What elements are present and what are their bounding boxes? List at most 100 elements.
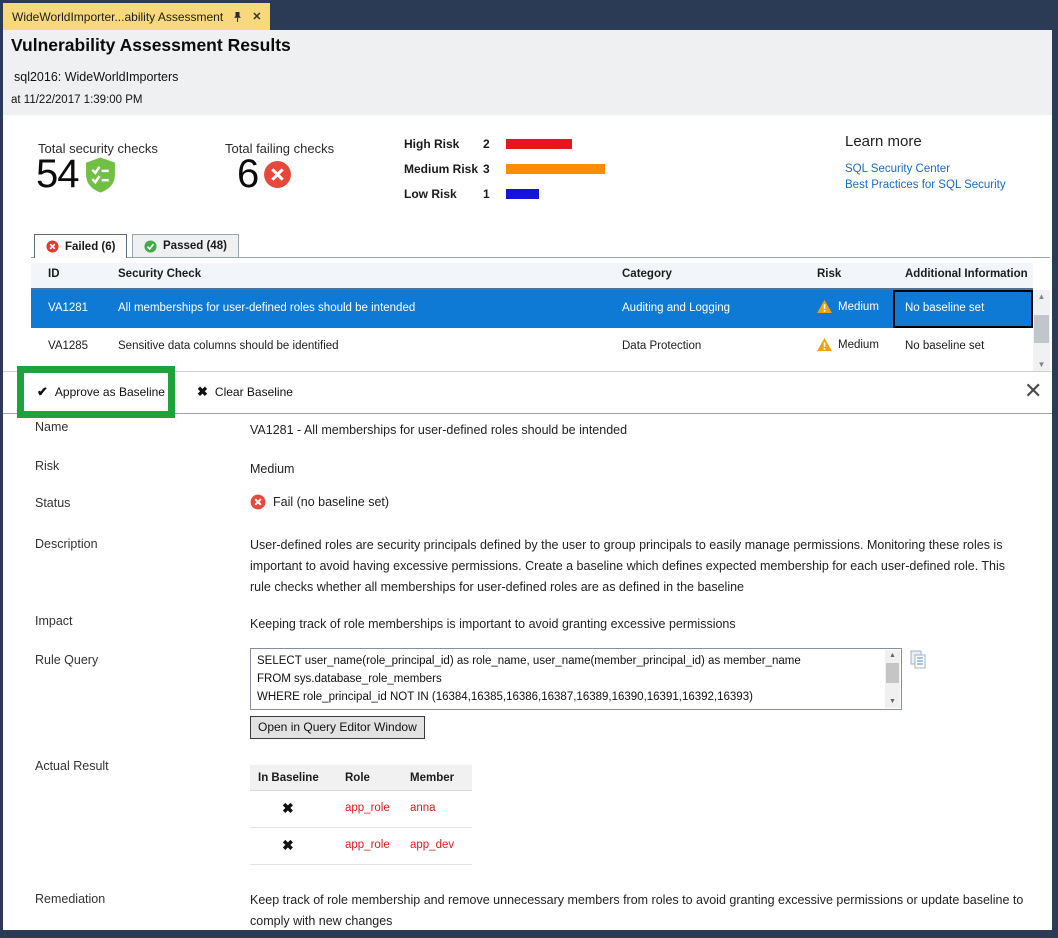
pin-icon[interactable]	[232, 11, 243, 23]
risk-low-bar	[506, 189, 539, 199]
description-value: User-defined roles are security principa…	[250, 538, 1006, 594]
cell-additional-info: No baseline set	[905, 302, 985, 314]
header-band: Vulnerability Assessment Results sql2016…	[3, 30, 1052, 115]
open-query-editor-button[interactable]: Open in Query Editor Window	[250, 716, 425, 739]
scroll-down-icon[interactable]: ▼	[889, 698, 896, 705]
cell-risk: Medium	[817, 300, 879, 313]
name-label: Name	[35, 420, 69, 434]
risk-label: Risk	[35, 459, 60, 473]
risk-low-label: Low Risk	[404, 187, 457, 201]
status-fail-icon	[250, 494, 266, 510]
role-value: app_role	[345, 839, 390, 851]
risk-row-high: High Risk 2	[404, 136, 572, 152]
failing-checks-label: Total failing checks	[225, 141, 335, 156]
query-scrollbar[interactable]: ▲ ▼	[885, 650, 900, 708]
page-title: Vulnerability Assessment Results	[11, 35, 291, 55]
risk-row-low: Low Risk 1	[404, 186, 539, 202]
risk-high-count: 2	[483, 137, 490, 151]
learn-more-title: Learn more	[845, 133, 922, 150]
col-additional-info[interactable]: Additional Information	[905, 268, 1028, 280]
rule-query-text: SELECT user_name(role_principal_id) as r…	[257, 655, 801, 703]
risk-medium-count: 3	[483, 162, 490, 176]
tab-failed-label: Failed (6)	[65, 240, 116, 253]
scrollbar-thumb[interactable]	[1034, 315, 1049, 343]
check-icon: ✔	[37, 384, 48, 399]
close-detail-icon[interactable]: ✕	[1024, 378, 1043, 403]
description-label: Description	[35, 537, 98, 551]
risk-high-label: High Risk	[404, 137, 460, 151]
scroll-up-icon[interactable]: ▲	[1037, 292, 1046, 301]
warning-triangle-icon	[817, 300, 832, 313]
results-grid-header	[31, 263, 1033, 288]
results-panel: Vulnerability Assessment Results sql2016…	[3, 30, 1052, 930]
tab-passed-label: Passed (48)	[163, 240, 227, 252]
status-label: Status	[35, 496, 71, 510]
col-category[interactable]: Category	[622, 268, 672, 280]
approve-as-baseline-button[interactable]: ✔ Approve as Baseline	[37, 384, 165, 400]
cell-id: VA1281	[48, 302, 89, 314]
copy-icon[interactable]	[909, 650, 927, 670]
link-best-practices[interactable]: Best Practices for SQL Security	[845, 179, 1006, 191]
focused-cell-border	[893, 290, 1033, 328]
table-row-va1281[interactable]: VA1281 All memberships for user-defined …	[31, 290, 1033, 328]
role-value: app_role	[345, 802, 390, 814]
scrollbar-thumb[interactable]	[886, 663, 899, 683]
rule-query-label: Rule Query	[35, 653, 99, 667]
result-header-row: In Baseline Role Member	[250, 765, 472, 791]
scan-timestamp: at 11/22/2017 1:39:00 PM	[11, 94, 143, 106]
status-value: Fail (no baseline set)	[273, 495, 390, 509]
cell-category: Data Protection	[622, 340, 702, 352]
status-value-row: Fail (no baseline set)	[250, 494, 389, 510]
risk-medium-label: Medium Risk	[404, 162, 479, 176]
impact-value: Keeping track of role memberships is imp…	[250, 617, 736, 631]
cell-check: Sensitive data columns should be identif…	[118, 340, 339, 352]
risk-medium-bar	[506, 164, 605, 174]
col-id[interactable]: ID	[48, 268, 60, 280]
actual-result-table: In Baseline Role Member ✖ app_role anna …	[250, 765, 472, 865]
risk-value: Medium	[250, 462, 295, 476]
clear-label: Clear Baseline	[214, 385, 293, 399]
table-row-va1285[interactable]: VA1285 Sensitive data columns should be …	[31, 328, 1033, 366]
tab-strip-divider	[31, 257, 1050, 258]
result-row: ✖ app_role anna	[250, 791, 472, 828]
col-member: Member	[410, 772, 455, 784]
col-security-check[interactable]: Security Check	[118, 268, 202, 280]
col-risk[interactable]: Risk	[817, 268, 842, 280]
detail-toolbar: ✔ Approve as Baseline ✖ Clear Baseline ✕	[3, 371, 1052, 414]
failing-checks-value: 6	[237, 152, 259, 196]
cell-id: VA1285	[48, 340, 89, 352]
result-row: ✖ app_role app_dev	[250, 828, 472, 865]
tab-passed[interactable]: Passed (48)	[132, 234, 239, 258]
grid-scrollbar[interactable]: ▲ ▼	[1033, 290, 1050, 372]
cross-icon: ✖	[197, 384, 208, 399]
impact-label: Impact	[35, 614, 73, 628]
passed-tab-icon	[144, 239, 157, 253]
total-checks-value-row: 54	[36, 152, 117, 197]
scroll-up-icon[interactable]: ▲	[889, 652, 896, 659]
cell-check: All memberships for user-defined roles s…	[118, 302, 416, 314]
cell-additional-info: No baseline set	[905, 340, 985, 352]
cell-risk: Medium	[817, 338, 879, 351]
clear-baseline-button[interactable]: ✖ Clear Baseline	[197, 384, 293, 400]
document-tab-title: WideWorldImporter...ability Assessment	[12, 9, 224, 24]
remediation-value: Keep track of role membership and remove…	[250, 893, 1024, 928]
close-tab-icon[interactable]: ✕	[252, 11, 262, 23]
rule-query-box[interactable]: SELECT user_name(role_principal_id) as r…	[250, 648, 902, 710]
tab-failed[interactable]: Failed (6)	[34, 234, 128, 258]
link-sql-security-center[interactable]: SQL Security Center	[845, 163, 951, 175]
not-in-baseline-icon: ✖	[282, 800, 294, 816]
total-checks-label: Total security checks	[38, 141, 158, 156]
risk-row-medium: Medium Risk 3	[404, 161, 605, 177]
grid-header-underline	[31, 288, 1033, 290]
risk-high-bar	[506, 139, 572, 149]
warning-triangle-icon	[817, 338, 832, 351]
col-in-baseline: In Baseline	[258, 772, 319, 784]
total-checks-value: 54	[36, 152, 79, 196]
risk-text: Medium	[838, 300, 879, 313]
scroll-down-icon[interactable]: ▼	[1037, 360, 1046, 369]
document-tab[interactable]: WideWorldImporter...ability Assessment ✕	[3, 3, 271, 30]
risk-low-count: 1	[483, 187, 490, 201]
server-database: sql2016: WideWorldImporters	[14, 70, 179, 84]
failing-checks-value-row: 6	[237, 152, 292, 197]
